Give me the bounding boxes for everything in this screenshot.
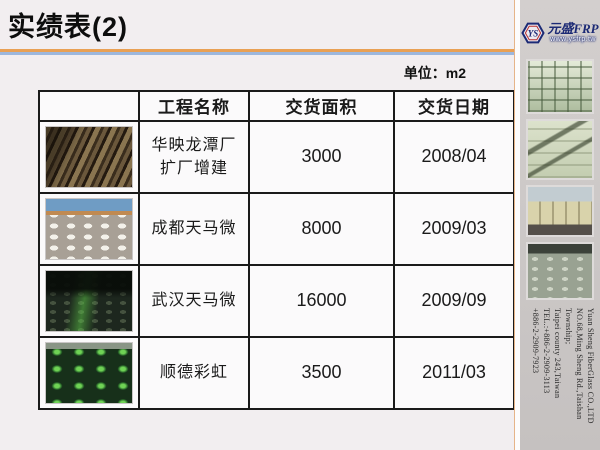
sidebar-photo-strip: [526, 59, 594, 300]
delivery-area-cell: 3000: [248, 119, 395, 194]
project-photo-cell: [38, 263, 140, 338]
unit-label: 单位：m2: [403, 64, 466, 81]
company-info-line: +886-2-2909-7923: [531, 308, 540, 374]
delivery-date-cell: 2008/04: [393, 119, 515, 194]
header-delivery-area: 交货面积: [248, 89, 395, 122]
factory-floor-photo: [526, 242, 594, 300]
table-row: 顺德彩虹 3500 2011/03: [38, 335, 515, 410]
company-info-line: Yuan Sheng FiberGlass CO.,LTD: [586, 308, 595, 424]
project-photo-cell: [38, 191, 140, 266]
delivery-date-cell: 2011/03: [393, 335, 515, 410]
project-name-cell: 顺德彩虹: [138, 335, 250, 410]
performance-table: 工程名称 交货面积 交货日期 华映龙潭厂 扩厂增建 3000 2008/04: [38, 89, 515, 410]
huaying-longtan-construction-photo: [45, 125, 133, 188]
frp-tank-closeup-photo: [526, 119, 594, 180]
header-photo-cell: [38, 89, 140, 122]
header-delivery-date: 交货日期: [393, 89, 515, 122]
page-title: 实绩表(2): [8, 12, 128, 42]
main-content: 实绩表(2) 单位：m2 工程名称 交货面积 交货日期: [0, 12, 515, 410]
header-project-name: 工程名称: [138, 89, 250, 122]
company-sidebar: YS 元盛FRP www.ysfrp.tw Yuan Sheng FiberGl…: [520, 0, 600, 450]
delivery-area-cell: 8000: [248, 191, 395, 266]
company-info-line: TEL.:+886-2-2909-3113: [542, 308, 551, 394]
project-name-cell: 华映龙潭厂 扩厂增建: [138, 119, 250, 194]
project-name-cell: 武汉天马微: [138, 263, 250, 338]
title-rule-blue: [0, 51, 514, 55]
company-info-line: NO.68,Ming Sheng Rd.,Taishan Township;: [564, 308, 584, 420]
chengdu-tianma-site-photo: [45, 197, 133, 260]
project-photo-cell: [38, 335, 140, 410]
company-address-block: Yuan Sheng FiberGlass CO.,LTD NO.68,Ming…: [530, 308, 596, 450]
project-name-cell: 成都天马微: [138, 191, 250, 266]
delivery-date-cell: 2009/03: [393, 191, 515, 266]
ys-hexagon-logo-icon: YS: [521, 22, 545, 44]
project-photo-cell: [38, 119, 140, 194]
delivery-area-cell: 3500: [248, 335, 395, 410]
sidebar-divider: [514, 0, 520, 450]
table-header-row: 工程名称 交货面积 交货日期: [38, 89, 515, 122]
storage-tanks-photo: [526, 185, 594, 237]
title-rule-orange: [0, 48, 514, 52]
table-row: 华映龙潭厂 扩厂增建 3000 2008/04: [38, 119, 515, 194]
company-logo: YS 元盛FRP www.ysfrp.tw: [521, 13, 599, 53]
delivery-date-cell: 2009/09: [393, 263, 515, 338]
table-row: 武汉天马微 16000 2009/09: [38, 263, 515, 338]
logo-company-name: 元盛FRP: [547, 20, 599, 36]
company-info-line: Taipei county 243,Taiwan: [553, 308, 562, 399]
logo-website: www.ysfrp.tw: [550, 35, 596, 43]
table-row: 成都天马微 8000 2009/03: [38, 191, 515, 266]
wuhan-tianma-floor-photo: [45, 269, 133, 332]
shunde-caihong-domes-photo: [45, 341, 133, 404]
svg-text:YS: YS: [528, 29, 539, 39]
logo-text: 元盛FRP www.ysfrp.tw: [547, 20, 599, 45]
waffle-ceiling-photo: [526, 59, 594, 114]
delivery-area-cell: 16000: [248, 263, 395, 338]
